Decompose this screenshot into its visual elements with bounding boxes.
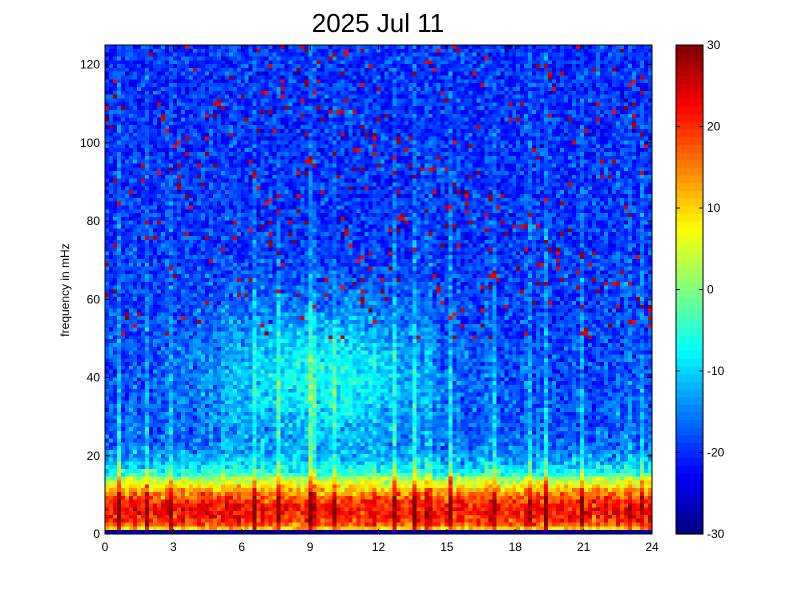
colorbar-swatch bbox=[676, 404, 703, 413]
colorbar-swatch bbox=[676, 281, 703, 291]
colorbar-swatch bbox=[676, 472, 703, 482]
colorbar-swatch bbox=[676, 297, 703, 306]
x-tick-label: 12 bbox=[372, 540, 386, 554]
y-tick-label: 80 bbox=[87, 214, 101, 228]
colorbar-swatch bbox=[676, 342, 703, 352]
colorbar-swatch bbox=[676, 90, 703, 100]
colorbar-swatch bbox=[676, 75, 703, 84]
colorbar-swatch bbox=[676, 465, 703, 474]
colorbar-swatch bbox=[676, 243, 703, 252]
colorbar-swatch bbox=[676, 503, 703, 512]
colorbar-swatch bbox=[676, 411, 703, 420]
colorbar-swatch bbox=[676, 442, 703, 451]
colorbar-swatch bbox=[676, 274, 703, 283]
colorbar bbox=[676, 45, 703, 535]
colorbar-swatch bbox=[676, 213, 703, 222]
colorbar-swatch bbox=[676, 365, 703, 375]
colorbar-tick-label: 0 bbox=[707, 283, 714, 297]
colorbar-tick-label: -10 bbox=[707, 364, 725, 378]
colorbar-tick-label: 30 bbox=[707, 38, 721, 52]
spectrogram-image bbox=[105, 45, 652, 534]
colorbar-swatch bbox=[676, 320, 703, 329]
colorbar-swatch bbox=[676, 488, 703, 497]
colorbar-swatch bbox=[676, 136, 703, 145]
colorbar-swatch bbox=[676, 327, 703, 336]
y-tick-label: 40 bbox=[87, 371, 101, 385]
colorbar-swatch bbox=[676, 373, 703, 382]
colorbar-swatch bbox=[676, 98, 703, 107]
colorbar-tick-label: -30 bbox=[707, 527, 725, 541]
colorbar-swatch bbox=[676, 45, 703, 54]
colorbar-swatch bbox=[676, 457, 703, 466]
x-tick-label: 0 bbox=[102, 540, 109, 554]
colorbar-swatch bbox=[676, 304, 703, 314]
y-tick-label: 60 bbox=[87, 292, 101, 306]
colorbar-swatch bbox=[676, 449, 703, 459]
spectrogram-heatmap bbox=[105, 45, 652, 534]
colorbar-swatch bbox=[676, 159, 703, 168]
x-tick-label: 15 bbox=[440, 540, 454, 554]
colorbar-swatch bbox=[676, 121, 703, 130]
colorbar-swatch bbox=[676, 129, 703, 138]
colorbar-tick-label: 20 bbox=[707, 120, 721, 134]
x-axis: 0 3 6 9 12 15 18 21 24 bbox=[102, 45, 659, 554]
colorbar-swatch bbox=[676, 197, 703, 207]
colorbar-swatch bbox=[676, 335, 703, 344]
colorbar-swatch bbox=[676, 151, 703, 161]
x-tick-label: 18 bbox=[509, 540, 523, 554]
colorbar-swatch bbox=[676, 434, 703, 443]
y-axis: 0 20 40 60 80 100 120 bbox=[80, 58, 652, 541]
colorbar-swatch bbox=[676, 174, 703, 184]
colorbar-swatch bbox=[676, 289, 703, 298]
colorbar-tick-label: -20 bbox=[707, 446, 725, 460]
colorbar-swatch bbox=[676, 220, 703, 229]
x-tick-label: 21 bbox=[577, 540, 591, 554]
x-tick-label: 6 bbox=[238, 540, 245, 554]
colorbar-swatch bbox=[676, 83, 703, 92]
colorbar-swatch bbox=[676, 113, 703, 123]
colorbar-swatch bbox=[676, 396, 703, 405]
colorbar-swatch bbox=[676, 182, 703, 191]
x-tick-label: 9 bbox=[307, 540, 314, 554]
colorbar-swatch bbox=[676, 388, 703, 398]
y-tick-label: 20 bbox=[87, 449, 101, 463]
colorbar-swatch bbox=[676, 228, 703, 237]
colorbar-swatch bbox=[676, 167, 703, 176]
chart-title: 2025 Jul 11 bbox=[312, 8, 445, 38]
y-tick-label: 100 bbox=[80, 136, 100, 150]
colorbar-swatch bbox=[676, 52, 703, 61]
colorbar-swatch bbox=[676, 419, 703, 428]
colorbar-swatch bbox=[676, 266, 703, 275]
colorbar-swatch bbox=[676, 518, 703, 527]
colorbar-swatch bbox=[676, 350, 703, 359]
colorbar-swatch bbox=[676, 144, 703, 153]
colorbar-swatch bbox=[676, 495, 703, 505]
colorbar-swatch bbox=[676, 251, 703, 260]
colorbar-swatch bbox=[676, 106, 703, 115]
colorbar-swatch bbox=[676, 205, 703, 214]
y-axis-label: frequency in mHz bbox=[58, 243, 72, 336]
y-tick-label: 0 bbox=[93, 527, 100, 541]
colorbar-swatch bbox=[676, 358, 703, 367]
colorbar-swatch bbox=[676, 526, 703, 535]
colorbar-swatch bbox=[676, 381, 703, 390]
colorbar-swatch bbox=[676, 236, 703, 245]
y-tick-label: 120 bbox=[80, 58, 100, 72]
colorbar-axis: -30 -20 -10 0 10 20 30 bbox=[676, 38, 725, 541]
x-tick-label: 3 bbox=[170, 540, 177, 554]
colorbar-swatch bbox=[676, 60, 703, 69]
colorbar-swatch bbox=[676, 427, 703, 436]
colorbar-tick-label: 10 bbox=[707, 201, 721, 215]
x-tick-label: 24 bbox=[645, 540, 659, 554]
colorbar-swatch bbox=[676, 190, 703, 199]
colorbar-swatch bbox=[676, 511, 703, 520]
colorbar-swatch bbox=[676, 67, 703, 77]
colorbar-swatch bbox=[676, 480, 703, 489]
colorbar-swatch bbox=[676, 312, 703, 321]
colorbar-swatch bbox=[676, 258, 703, 268]
